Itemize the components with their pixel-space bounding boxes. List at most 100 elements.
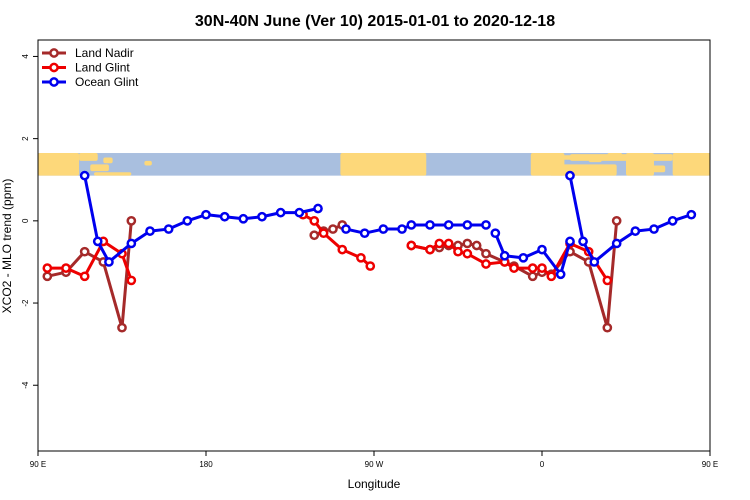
data-point [275,207,286,218]
x-tick-label: 90 E [30,460,46,469]
data-point [425,244,435,255]
x-axis-label: Longitude [348,477,401,491]
data-point [509,263,519,273]
map-land-patch [340,153,427,176]
data-point [126,215,137,226]
plot-area [37,39,711,452]
data-point [42,263,53,273]
data-point [611,238,622,249]
y-tick-label: -2 [21,299,30,307]
data-point [443,220,454,230]
data-point [79,246,90,257]
world-map-strip [38,153,710,176]
data-point [499,250,510,261]
data-point [61,263,71,273]
data-point [471,240,482,251]
map-land-patch [103,157,113,164]
x-tick-label: 180 [199,460,213,469]
data-point [537,263,547,273]
legend-label: Land Nadir [75,46,134,60]
x-axis: 90 E 180 90 W 0 90 E [30,451,718,469]
legend-label: Land Glint [75,61,130,75]
data-point [686,209,697,220]
data-point [527,263,538,273]
data-point [462,220,473,230]
map-land-patch [650,165,666,173]
data-point [462,238,473,249]
data-point [462,248,473,259]
series-line [47,220,133,330]
y-tick-label: 4 [21,54,30,59]
data-point [318,228,329,239]
y-tick-label: -4 [21,381,30,389]
x-tick-label: 90 W [365,460,384,469]
legend-item: Land Nadir [42,46,134,60]
data-point [406,220,417,230]
data-point [145,226,155,236]
series-layer [42,170,697,333]
data-point [490,228,501,239]
data-point [356,252,366,263]
data-point [337,244,348,255]
data-point [649,224,659,234]
legend-item: Ocean Glint [42,75,139,89]
data-point [555,269,566,280]
data-point [182,215,193,226]
data-point [341,224,351,234]
legend-swatch-marker [49,77,59,87]
map-land-patch [79,153,98,161]
data-point [589,257,600,267]
data-point [565,170,575,181]
map-land-patch [90,164,109,172]
data-point [546,271,557,282]
data-point [611,215,622,226]
data-point [219,211,230,222]
map-land-patch [94,172,132,176]
data-point [257,211,267,222]
data-point [79,271,90,282]
data-point [406,240,417,251]
legend-swatch-marker [49,62,59,73]
data-point [126,275,137,286]
legend-swatch-marker [49,48,59,58]
plot-frame [37,39,711,452]
data-point [518,252,529,263]
data-point [481,259,491,269]
data-point [378,224,389,234]
map-land-patch [549,164,617,176]
map-land [38,153,710,176]
map-land-patch [144,160,152,166]
data-point [425,220,435,230]
data-point [434,238,445,249]
map-land-patch [626,153,654,176]
data-point [309,215,320,226]
series-ocean-glint [79,170,697,280]
data-point [453,246,463,257]
series-line [411,220,619,330]
data-point [667,215,678,226]
data-point [481,220,491,230]
legend-label: Ocean Glint [75,75,139,89]
map-land-patch [398,168,412,176]
data-point [328,224,338,234]
data-point [602,275,613,286]
data-point [313,203,323,214]
data-point [92,236,103,247]
data-point [527,271,538,282]
map-land-patch [570,154,673,161]
data-point [42,271,53,282]
data-point [104,257,114,267]
y-axis: -4 -2 0 2 4 [21,54,38,389]
data-point [163,224,174,234]
legend-item: Land Glint [42,61,130,75]
data-point [126,238,137,249]
y-tick-label: 2 [21,136,30,141]
y-axis-label: XCO2 - MLO trend (ppm) [0,179,14,314]
x-tick-label: 90 E [702,460,718,469]
data-point [79,170,90,181]
data-point [238,213,249,224]
data-point [537,244,547,255]
x-tick-label: 0 [540,460,545,469]
